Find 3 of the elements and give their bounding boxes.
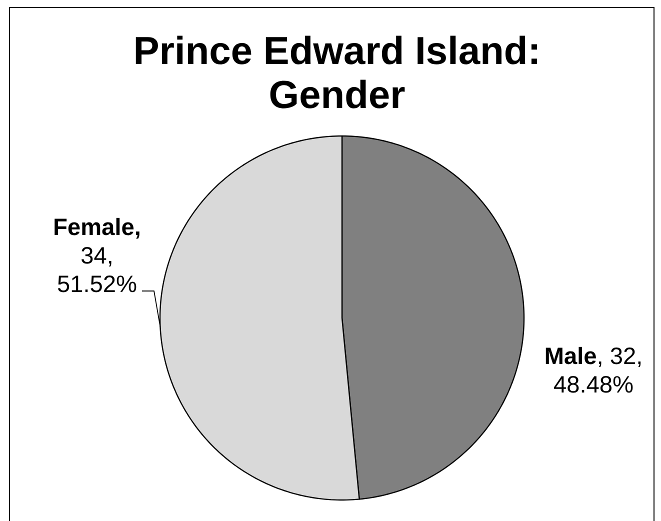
chart-title: Prince Edward Island: Gender — [136, 36, 537, 108]
data-label: Female, 34, 51.52% — [54, 218, 140, 292]
data-label: Male, 32, 48.48% — [546, 346, 641, 393]
